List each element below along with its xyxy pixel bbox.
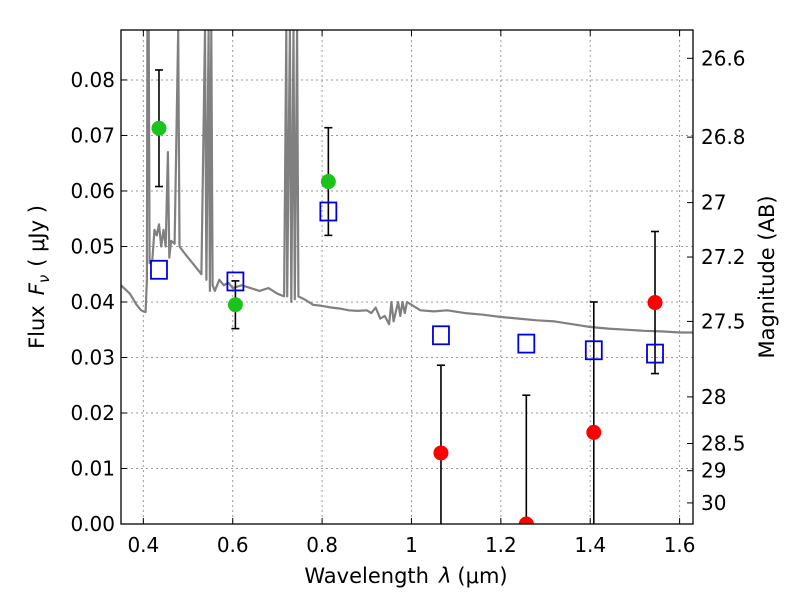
x-axis-label-symbol: λ bbox=[438, 564, 451, 588]
flux-data-point bbox=[518, 516, 534, 524]
flux-data-point bbox=[433, 445, 449, 461]
measured-flux-markers bbox=[151, 120, 663, 524]
model-photometry-square bbox=[646, 343, 664, 364]
y2-tick-label: 27 bbox=[701, 191, 726, 215]
flux-data-point bbox=[320, 174, 336, 190]
y-axis-label: Flux Fν ( μJy ) bbox=[25, 205, 53, 349]
x-tick-label: 1.6 bbox=[664, 533, 696, 557]
y-tick-label: 0.08 bbox=[70, 68, 115, 92]
x-axis-label-unit: (μm) bbox=[457, 564, 507, 588]
x-tick-label: 1 bbox=[405, 533, 418, 557]
x-tick-label: 1.4 bbox=[574, 533, 606, 557]
y-axis-label-symbol: F bbox=[25, 282, 49, 295]
y-axis-ticks: 0.00 0.01 0.02 0.03 0.04 0.05 0.06 0.07 0.08 bbox=[70, 68, 127, 536]
y-axis-label-text: Flux bbox=[25, 305, 49, 349]
y2-tick-label: 30 bbox=[701, 491, 726, 515]
y2-tick-label: 28 bbox=[701, 385, 726, 409]
model-photometry-square bbox=[432, 325, 450, 346]
flux-data-point bbox=[647, 295, 663, 311]
y-axis-label-subscript: ν bbox=[35, 275, 53, 283]
flux-data-point bbox=[151, 120, 167, 136]
model-spectrum-layer bbox=[121, 30, 693, 334]
y2-tick-label: 26.6 bbox=[701, 46, 746, 70]
y2-axis-label: Magnitude (AB) bbox=[755, 195, 779, 358]
model-photometry-markers bbox=[150, 201, 664, 364]
model-photometry-square bbox=[319, 201, 338, 222]
y-tick-label: 0.00 bbox=[70, 512, 115, 536]
model-photometry-square bbox=[517, 333, 536, 354]
x-axis-label-text: Wavelength bbox=[304, 564, 429, 588]
x-tick-label: 1.2 bbox=[485, 533, 517, 557]
y2-axis-ticks: 26.6 26.8 27 27.2 27.5 28 28.5 29 30 bbox=[687, 46, 746, 515]
y-tick-label: 0.04 bbox=[70, 290, 115, 314]
plot-area bbox=[121, 30, 693, 524]
model-photometry-square bbox=[226, 271, 245, 292]
y-tick-label: 0.05 bbox=[70, 234, 115, 258]
y2-tick-label: 29 bbox=[701, 459, 726, 483]
x-axis-ticks: 0.4 0.6 0.8 1 1.2 1.4 1.6 bbox=[127, 30, 696, 557]
x-axis-label: Wavelength λ (μm) bbox=[304, 564, 507, 588]
y-tick-label: 0.06 bbox=[70, 179, 115, 203]
model-spectrum-line bbox=[121, 30, 693, 334]
plot-frame bbox=[120, 29, 694, 525]
error-bars bbox=[154, 69, 660, 524]
y2-tick-label: 26.8 bbox=[701, 125, 746, 149]
y2-tick-label: 27.2 bbox=[701, 245, 746, 269]
x-tick-label: 0.4 bbox=[127, 533, 159, 557]
model-photometry-square bbox=[584, 340, 603, 361]
x-tick-label: 0.8 bbox=[306, 533, 338, 557]
y-axis-label-unit: ( μJy ) bbox=[25, 205, 49, 267]
y-tick-label: 0.02 bbox=[70, 401, 115, 425]
model-photometry-square bbox=[150, 259, 168, 280]
y2-tick-label: 28.5 bbox=[701, 432, 746, 456]
y-tick-label: 0.01 bbox=[70, 456, 115, 480]
y-tick-label: 0.07 bbox=[70, 123, 115, 147]
y-tick-label: 0.03 bbox=[70, 345, 115, 369]
flux-data-point bbox=[586, 424, 602, 440]
y2-tick-label: 27.5 bbox=[701, 309, 746, 333]
x-tick-label: 0.6 bbox=[217, 533, 249, 557]
flux-data-point bbox=[227, 297, 243, 313]
